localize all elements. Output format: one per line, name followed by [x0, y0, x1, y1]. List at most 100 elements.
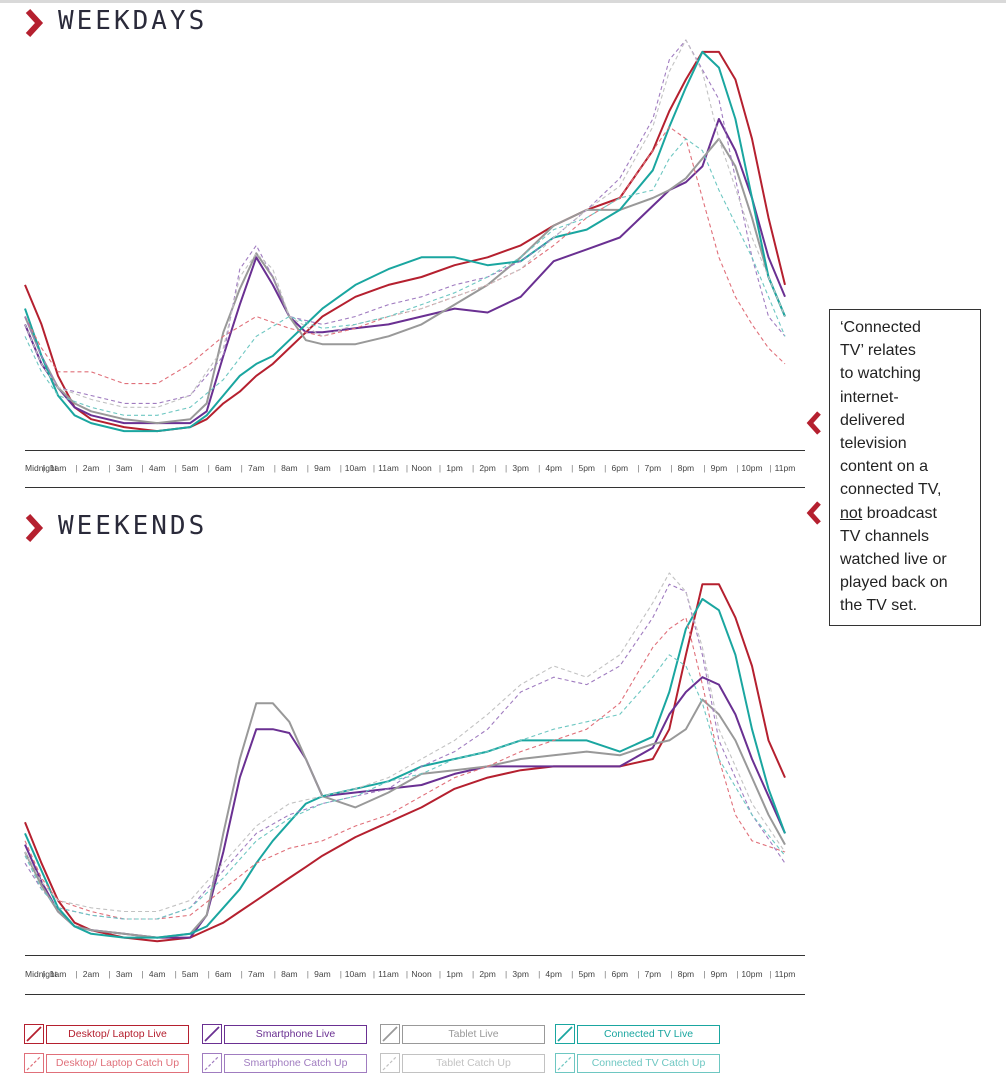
weekdays-bottom-rule	[25, 487, 805, 488]
tick-separator: |	[769, 463, 772, 473]
weekends-title: WEEKENDS	[58, 511, 208, 541]
series-line-smartphone-live	[24, 118, 786, 425]
tick-separator: |	[471, 969, 475, 979]
legend-swatch-icon	[202, 1053, 222, 1073]
legend-label: Tablet Live	[402, 1024, 545, 1044]
x-tick-label: 4pm	[545, 463, 562, 473]
weekdays-axis-line	[25, 450, 805, 451]
x-tick-label: Midnight	[25, 969, 58, 979]
legend-item: Smartphone Live	[202, 1023, 367, 1045]
x-tick-label: 4pm	[545, 969, 562, 979]
tick-separator: |	[538, 463, 541, 473]
tick-separator: |	[505, 969, 508, 979]
legend-label: Tablet Catch Up	[402, 1053, 545, 1073]
legend-swatch-icon	[24, 1053, 44, 1073]
note-text-part: broadcast TV channels watched live or pl…	[840, 504, 948, 615]
legend-item: Tablet Live	[380, 1023, 545, 1045]
tick-separator: |	[604, 969, 607, 979]
weekdays-title: WEEKDAYS	[58, 6, 208, 36]
x-tick-label: 10pm	[741, 969, 763, 979]
legend-label: Smartphone Live	[224, 1024, 367, 1044]
x-tick-label: 10am	[344, 969, 367, 979]
x-tick-label: 10pm	[741, 463, 763, 473]
chevron-right-icon	[25, 513, 44, 543]
tick-separator: |	[240, 463, 243, 473]
legend-item: Connected TV Catch Up	[555, 1052, 720, 1074]
x-tick-label: 8am	[281, 969, 298, 979]
tick-separator: |	[571, 463, 574, 473]
tick-separator: |	[372, 969, 376, 979]
legend-item: Tablet Catch Up	[380, 1052, 545, 1074]
tick-separator: |	[670, 463, 673, 473]
series-line-tablet-catch-up	[24, 572, 786, 913]
legend-swatch-icon	[24, 1024, 44, 1044]
x-tick-label: 10am	[344, 463, 367, 473]
tick-separator: |	[604, 463, 607, 473]
tick-separator: |	[471, 463, 475, 473]
tick-separator: |	[108, 463, 111, 473]
x-tick-label: 1pm	[446, 969, 463, 979]
tick-separator: |	[339, 969, 343, 979]
x-tick-label: 9pm	[710, 969, 728, 979]
legend-swatch-icon	[555, 1024, 575, 1044]
chevron-left-icon	[806, 411, 821, 435]
x-tick-label: Midnight	[25, 463, 58, 473]
series-line-desktop-laptop-live	[24, 583, 786, 943]
tick-separator: |	[306, 969, 309, 979]
series-line-connected-tv-live	[24, 50, 786, 433]
tick-separator: |	[736, 969, 739, 979]
tick-separator: |	[42, 969, 45, 979]
tick-separator: |	[438, 969, 442, 979]
weekends-bottom-rule	[25, 994, 805, 995]
tick-separator: |	[174, 463, 177, 473]
tick-separator: |	[75, 969, 78, 979]
weekends-x-ticks: Midnight | 1am | 2am | 3am | 4am | 5am | 6am | 7am | 8am…	[25, 969, 795, 983]
x-tick-label: Noon	[411, 969, 432, 979]
x-tick-label: 11pm	[774, 463, 796, 473]
x-tick-label: 6pm	[611, 969, 629, 979]
legend-label: Desktop/ Laptop Catch Up	[46, 1053, 189, 1073]
legend-item: Connected TV Live	[555, 1023, 720, 1045]
x-tick-label: 7am	[248, 969, 265, 979]
x-tick-label: 6pm	[611, 463, 629, 473]
tick-separator: |	[769, 969, 772, 979]
tick-separator: |	[670, 969, 673, 979]
tick-separator: |	[207, 463, 210, 473]
series-line-tablet-live	[24, 137, 786, 425]
tick-separator: |	[207, 969, 210, 979]
x-tick-label: 3am	[115, 463, 133, 473]
legend-item: Desktop/ Laptop Catch Up	[24, 1052, 189, 1074]
x-tick-label: 5pm	[578, 969, 596, 979]
note-text: ‘Connected TV’ relates to watching inter…	[840, 316, 965, 618]
chevron-right-icon	[25, 8, 44, 38]
tick-separator: |	[637, 969, 640, 979]
legend-swatch-icon	[380, 1024, 400, 1044]
tick-separator: |	[703, 969, 706, 979]
x-tick-label: 3pm	[512, 463, 529, 473]
x-tick-label: 9am	[314, 463, 331, 473]
legend-item: Smartphone Catch Up	[202, 1052, 367, 1074]
x-tick-label: 7pm	[644, 463, 662, 473]
tick-separator: |	[75, 463, 78, 473]
tick-separator: |	[405, 463, 409, 473]
legend-swatch-icon	[555, 1053, 575, 1073]
tick-separator: |	[372, 463, 376, 473]
tick-separator: |	[505, 463, 508, 473]
top-rule	[0, 0, 1006, 3]
tick-separator: |	[273, 969, 276, 979]
weekdays-x-ticks: Midnight | 1am | 2am | 3am | 4am | 5am | 6am | 7am | 8am…	[25, 463, 795, 477]
x-tick-label: Noon	[411, 463, 432, 473]
x-tick-label: 7pm	[644, 969, 662, 979]
legend-label: Connected TV Live	[577, 1024, 720, 1044]
legend-swatch-icon	[202, 1024, 222, 1044]
x-tick-label: 9am	[314, 969, 331, 979]
series-line-connected-tv-live	[24, 598, 786, 939]
tick-separator: |	[538, 969, 541, 979]
note-text-part: ‘Connected TV’ relates to watching inter…	[840, 319, 942, 499]
legend-label: Desktop/ Laptop Live	[46, 1024, 189, 1044]
x-tick-label: 2pm	[479, 969, 496, 979]
tick-separator: |	[736, 463, 739, 473]
x-tick-label: 8pm	[677, 969, 695, 979]
tick-separator: |	[240, 969, 243, 979]
x-tick-label: 6am	[214, 463, 232, 473]
